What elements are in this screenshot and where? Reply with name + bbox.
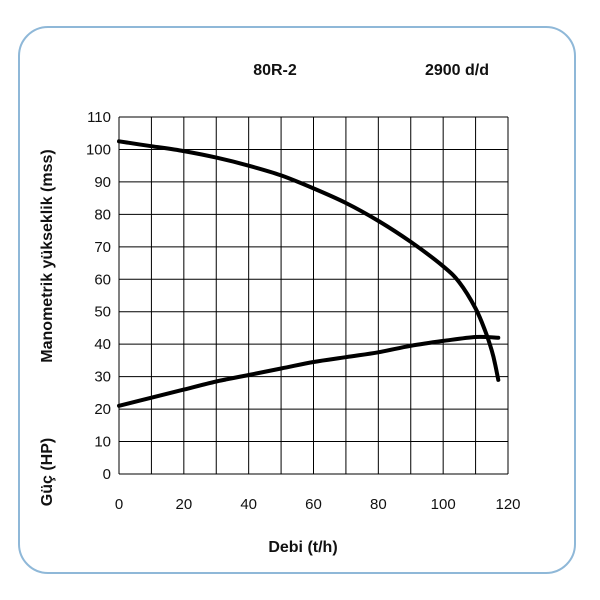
x-tick-label: 0: [115, 496, 123, 513]
x-tick-labels: 0 20 40 60 80 100 120: [115, 496, 521, 513]
y-axis-label-secondary: Güç (HP): [39, 438, 56, 506]
y-tick-label: 40: [94, 336, 111, 353]
y-tick-labels: 0 10 20 30 40 50 60 70 80 90 100 110: [86, 109, 111, 483]
model-label: 80R-2: [253, 62, 297, 79]
x-tick-label: 60: [305, 496, 322, 513]
series-lines: [117, 139, 501, 408]
y-tick-label: 110: [87, 109, 111, 126]
y-tick-label: 50: [94, 304, 111, 321]
y-tick-label: 0: [103, 466, 111, 483]
speed-label: 2900 d/d: [425, 62, 489, 79]
y-tick-label: 60: [94, 271, 111, 288]
grid-lines: [118, 116, 509, 475]
y-tick-label: 80: [94, 206, 111, 223]
y-tick-label: 100: [86, 141, 111, 158]
x-axis-label: Debi (t/h): [268, 539, 337, 556]
y-tick-label: 70: [94, 239, 111, 256]
x-tick-label: 100: [431, 496, 456, 513]
series-line-power: [117, 334, 501, 408]
y-axis-label-primary: Manometrik yükseklik (mss): [39, 149, 56, 362]
x-tick-label: 80: [370, 496, 387, 513]
x-tick-label: 40: [240, 496, 257, 513]
y-tick-label: 30: [94, 369, 111, 386]
y-tick-label: 10: [94, 434, 111, 451]
y-tick-label: 20: [94, 401, 111, 418]
chart-frame: [18, 26, 576, 574]
y-tick-label: 90: [94, 174, 111, 191]
x-tick-label: 20: [175, 496, 192, 513]
x-tick-label: 120: [495, 496, 520, 513]
